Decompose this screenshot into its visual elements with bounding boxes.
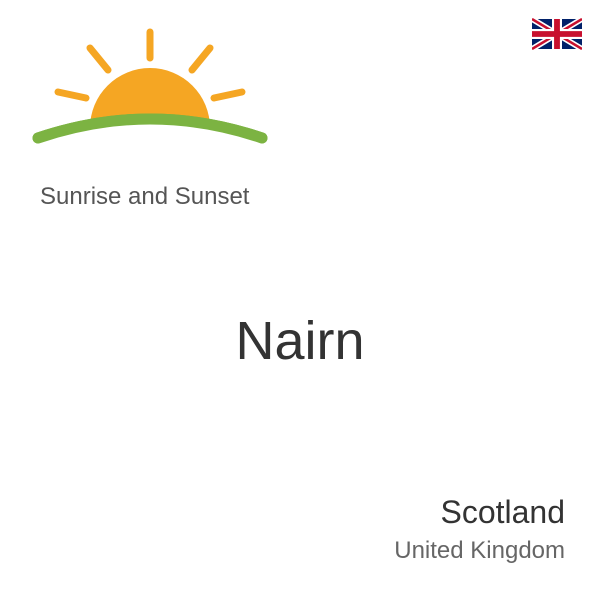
- location-block: Scotland United Kingdom: [394, 494, 565, 565]
- city-name: Nairn: [0, 310, 600, 372]
- sunrise-icon: [30, 20, 270, 170]
- logo-area: Sunrise and Sunset: [30, 20, 310, 211]
- region-name: Scotland: [394, 494, 565, 531]
- country-name: United Kingdom: [394, 537, 565, 565]
- uk-flag-icon: [532, 18, 582, 50]
- tagline-text: Sunrise and Sunset: [40, 183, 310, 211]
